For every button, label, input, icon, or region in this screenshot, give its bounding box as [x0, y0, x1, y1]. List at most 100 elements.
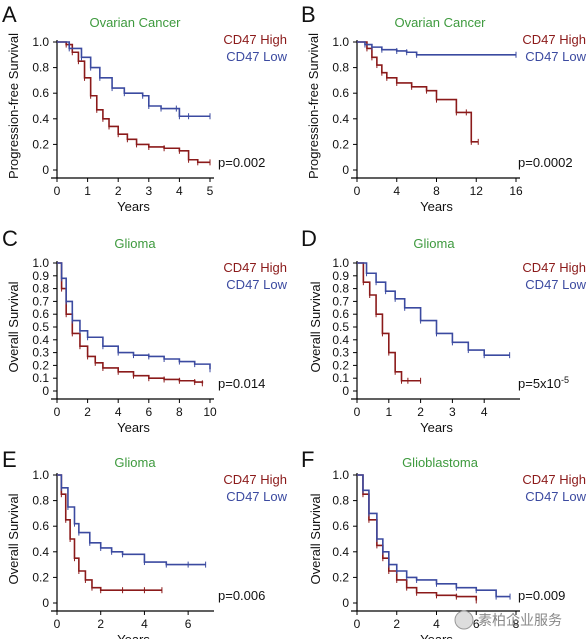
p-value: p=0.009 [518, 588, 565, 603]
legend-entry: CD47 Low [226, 489, 287, 504]
legend-entry: CD47 High [522, 260, 586, 275]
y-tick-label: 0.4 [32, 333, 49, 347]
panel-letter: C [2, 226, 18, 251]
series-line-cd47-low [357, 41, 516, 56]
legend-entry: CD47 Low [226, 49, 287, 64]
y-tick-label: 0.8 [32, 282, 49, 296]
p-value: p=0.014 [218, 376, 265, 391]
x-tick-label: 6 [145, 405, 152, 419]
y-tick-label: 0.9 [332, 269, 349, 283]
y-tick-label: 0.3 [32, 346, 49, 360]
x-tick-label: 8 [513, 617, 520, 631]
y-tick-label: 0.8 [332, 494, 349, 508]
y-axis-label: Progression-free Survival [306, 33, 321, 179]
y-tick-label: 0.9 [32, 269, 49, 283]
series-line-cd47-high [57, 474, 162, 591]
x-tick-label: 2 [115, 184, 122, 198]
y-tick-label: 0.4 [332, 333, 349, 347]
y-tick-label: 0.2 [32, 570, 49, 584]
panel-e: E Glioma 0 0.2 0.4 0.6 0.8 1.0 0 2 4 6 Years Overall … [2, 447, 288, 639]
panel-letter: D [301, 226, 317, 251]
y-tick-label: 0.1 [332, 371, 349, 385]
y-tick-label: 1.0 [32, 35, 49, 49]
series-line-cd47-high [57, 41, 210, 164]
y-tick-label: 0 [42, 596, 49, 610]
chart-title: Ovarian Cancer [89, 15, 181, 30]
p-value: p=0.002 [218, 155, 265, 170]
y-tick-label: 0 [42, 163, 49, 177]
x-tick-label: 0 [354, 184, 361, 198]
x-tick-label: 4 [141, 617, 148, 631]
y-tick-label: 0.4 [32, 112, 49, 126]
legend-entry: CD47 High [223, 472, 287, 487]
y-tick-label: 0.6 [32, 307, 49, 321]
watermark-icon [454, 610, 474, 630]
legend-entry: CD47 Low [525, 277, 586, 292]
y-tick-label: 0.8 [32, 494, 49, 508]
legend-entry: CD47 High [223, 32, 287, 47]
x-tick-label: 4 [433, 617, 440, 631]
series-line-cd47-high [57, 262, 204, 384]
y-tick-label: 0.1 [32, 371, 49, 385]
y-axis-label: Overall Survival [6, 281, 21, 372]
y-tick-label: 0.3 [332, 346, 349, 360]
y-tick-label: 0.4 [332, 545, 349, 559]
chart-title: Glioblastoma [402, 455, 479, 470]
y-axis-label: Overall Survival [308, 493, 323, 584]
x-tick-label: 6 [473, 617, 480, 631]
legend-entry: CD47 Low [525, 489, 586, 504]
watermark: 素柏企业服务 [454, 610, 562, 630]
y-tick-label: 0.5 [32, 320, 49, 334]
x-tick-label: 0 [54, 184, 61, 198]
y-tick-label: 0.7 [32, 294, 49, 308]
y-tick-label: 0.8 [332, 61, 349, 75]
x-axis-label: Years [117, 420, 150, 435]
y-tick-label: 0.2 [32, 358, 49, 372]
y-tick-label: 0.6 [332, 307, 349, 321]
y-tick-label: 0.6 [32, 519, 49, 533]
y-tick-label: 0.2 [332, 137, 349, 151]
x-tick-label: 5 [207, 184, 214, 198]
x-tick-label: 4 [481, 405, 488, 419]
x-tick-label: 10 [203, 405, 217, 419]
x-tick-label: 0 [354, 617, 361, 631]
series-line-cd47-low [357, 262, 510, 356]
x-tick-label: 4 [115, 405, 122, 419]
chart-title: Ovarian Cancer [394, 15, 486, 30]
x-tick-label: 4 [176, 184, 183, 198]
series-line-cd47-high [357, 262, 421, 382]
legend-entry: CD47 High [223, 260, 287, 275]
legend-entry: CD47 High [522, 32, 586, 47]
y-tick-label: 0.8 [32, 61, 49, 75]
series-line-cd47-low [57, 41, 210, 118]
x-tick-label: 0 [54, 617, 61, 631]
x-axis-label: Years [420, 199, 453, 214]
panel-b: B Ovarian Cancer 0 0.2 0.4 0.6 0.8 1.0 0 4 8 12 16 Ye… [301, 2, 587, 214]
y-tick-label: 0.2 [332, 358, 349, 372]
y-tick-label: 0 [342, 384, 349, 398]
chart-title: Glioma [114, 455, 156, 470]
panel-f: F Glioblastoma 0 0.2 0.4 0.6 0.8 1.0 0 2 4 6 8 Years O… [301, 447, 587, 639]
y-tick-label: 1.0 [32, 256, 49, 270]
y-tick-label: 0.5 [332, 320, 349, 334]
y-tick-label: 1.0 [332, 35, 349, 49]
y-axis-label: Overall Survival [308, 281, 323, 372]
x-tick-label: 8 [433, 184, 440, 198]
legend-entry: CD47 Low [525, 49, 586, 64]
x-tick-label: 16 [509, 184, 523, 198]
y-axis-label: Progression-free Survival [6, 33, 21, 179]
y-tick-label: 0 [342, 596, 349, 610]
y-tick-label: 0.2 [332, 570, 349, 584]
x-axis-label: Years [420, 420, 453, 435]
y-tick-label: 0 [342, 163, 349, 177]
x-tick-label: 3 [145, 184, 152, 198]
x-axis-label: Years [420, 632, 453, 639]
x-tick-label: 0 [54, 405, 61, 419]
y-tick-label: 0.6 [332, 519, 349, 533]
legend-entry: CD47 Low [226, 277, 287, 292]
chart-title: Glioma [114, 236, 156, 251]
panel-letter: A [2, 2, 17, 27]
